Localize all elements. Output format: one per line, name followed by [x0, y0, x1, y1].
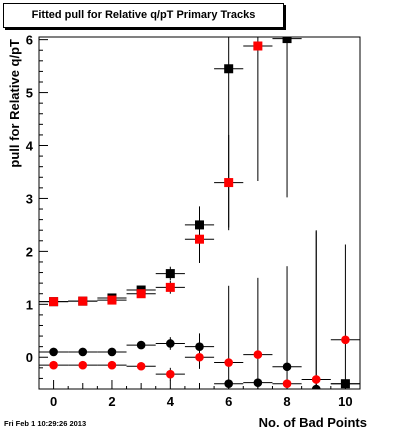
x-tick-label: 10 [338, 394, 352, 409]
data-point-circle [341, 335, 350, 345]
data-point-square [165, 269, 175, 279]
y-tick-label: 5 [26, 86, 33, 101]
series-2 [39, 230, 360, 389]
data-point-circle [166, 369, 175, 379]
chart-title: Fitted pull for Relative q/pT Primary Tr… [3, 3, 284, 28]
data-point-circle [136, 340, 146, 350]
data-point-square [224, 178, 234, 188]
data-point-circle [282, 362, 292, 372]
data-point-circle [253, 350, 263, 359]
x-tick-label: 4 [167, 394, 175, 409]
data-point-circle [136, 361, 146, 371]
x-tick-label: 0 [50, 394, 57, 409]
footer-timestamp: Fri Feb 1 10:29:26 2013 [4, 419, 87, 428]
y-tick-label: 4 [26, 139, 34, 154]
data-point-circle [282, 379, 292, 389]
data-point-circle [78, 347, 88, 357]
y-tick-label: 0 [26, 350, 33, 365]
chart-marks [39, 37, 360, 389]
series-3 [39, 231, 360, 389]
data-point-circle [107, 347, 117, 357]
data-point-circle [78, 360, 88, 370]
data-point-square [49, 297, 59, 307]
data-point-square [78, 296, 88, 306]
data-point-square [107, 295, 117, 305]
data-point-square [136, 289, 146, 299]
y-tick-label: 6 [26, 33, 33, 48]
x-tick-label: 6 [225, 394, 232, 409]
axes: 0 2 4 6 8 10 0 1 2 3 4 5 6 [26, 33, 361, 409]
y-tick-label: 1 [26, 297, 33, 312]
data-point-square [165, 282, 175, 292]
data-point-circle [49, 347, 58, 357]
series-1 [39, 37, 273, 307]
data-point-square [195, 234, 204, 244]
data-point-circle [107, 360, 117, 370]
data-point-square [282, 37, 292, 44]
y-tick-label: 2 [26, 244, 33, 259]
data-point-circle [195, 352, 204, 362]
x-tick-label: 2 [108, 394, 115, 409]
x-axis-title: No. of Bad Points [259, 415, 367, 430]
data-point-circle [311, 375, 321, 384]
data-point-square [253, 41, 263, 51]
data-point-circle [166, 339, 175, 348]
y-axis-title: pull for Relative q/pT [7, 39, 22, 168]
data-point-square [224, 64, 234, 74]
y-tick-label: 3 [26, 191, 33, 206]
x-tick-label: 8 [283, 394, 290, 409]
data-point-circle [224, 358, 233, 367]
data-point-circle [49, 360, 58, 370]
